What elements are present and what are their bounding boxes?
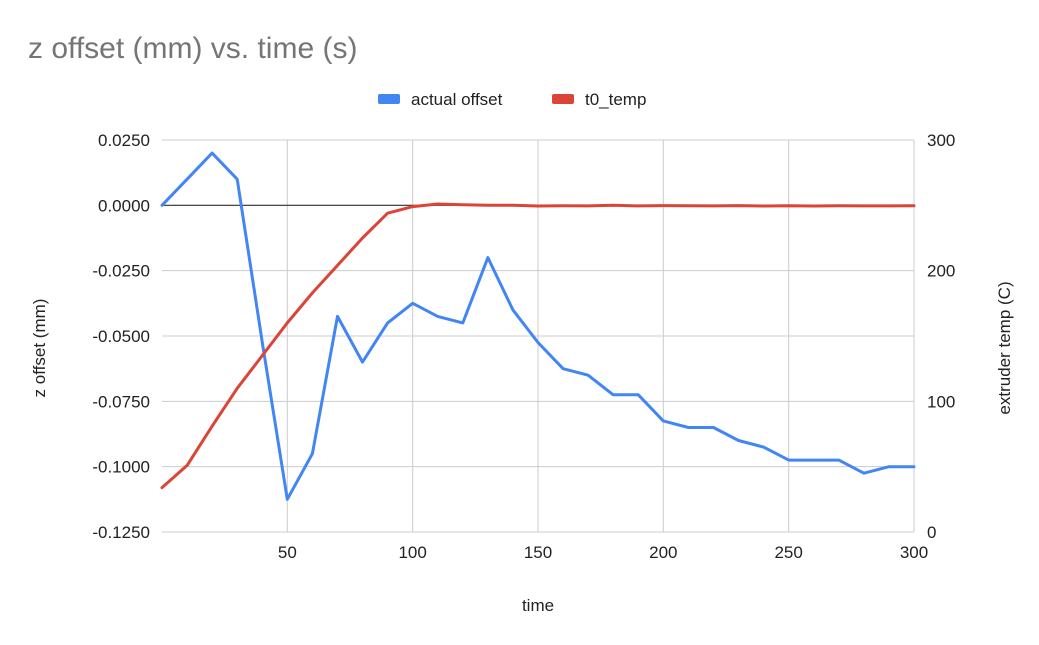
legend-swatch-t0-temp <box>552 94 574 104</box>
y2-tick-label: 100 <box>927 392 955 411</box>
legend-label-actual-offset: actual offset <box>411 90 503 109</box>
x-axis-ticks: 50 100 150 200 250 300 <box>278 543 928 562</box>
x-tick-label: 100 <box>398 543 426 562</box>
y-axis-right-ticks: 300 200 100 0 <box>927 131 955 542</box>
x-tick-label: 200 <box>649 543 677 562</box>
y-tick-label: -0.0250 <box>92 262 150 281</box>
x-tick-label: 150 <box>524 543 552 562</box>
y2-tick-label: 200 <box>927 262 955 281</box>
chart-title: z offset (mm) vs. time (s) <box>28 32 357 65</box>
y-axis-right-title: extruder temp (C) <box>995 281 1014 414</box>
x-axis-title: time <box>522 596 554 615</box>
series-line-actual-offset <box>160 151 916 501</box>
gridlines <box>162 139 915 533</box>
x-tick-label: 250 <box>774 543 802 562</box>
y-tick-label: -0.1000 <box>92 458 150 477</box>
y-tick-label: -0.0750 <box>92 392 150 411</box>
series-lines <box>160 151 916 501</box>
y-axis-left-title: z offset (mm) <box>30 299 49 398</box>
y-axis-left-ticks: 0.0250 0.0000 -0.0250 -0.0500 -0.0750 -0.1000… <box>92 131 150 542</box>
x-tick-label: 300 <box>900 543 928 562</box>
y2-tick-label: 300 <box>927 131 955 150</box>
legend: actual offset t0_temp <box>378 90 646 109</box>
y-tick-label: -0.0500 <box>92 327 150 346</box>
y2-tick-label: 0 <box>927 523 936 542</box>
y-tick-label: 0.0000 <box>98 196 150 215</box>
x-tick-label: 50 <box>278 543 297 562</box>
legend-swatch-actual-offset <box>378 94 400 104</box>
y-tick-label: 0.0250 <box>98 131 150 150</box>
y-tick-label: -0.1250 <box>92 523 150 542</box>
legend-label-t0-temp: t0_temp <box>585 90 646 109</box>
series-line-t0-temp <box>160 202 916 490</box>
